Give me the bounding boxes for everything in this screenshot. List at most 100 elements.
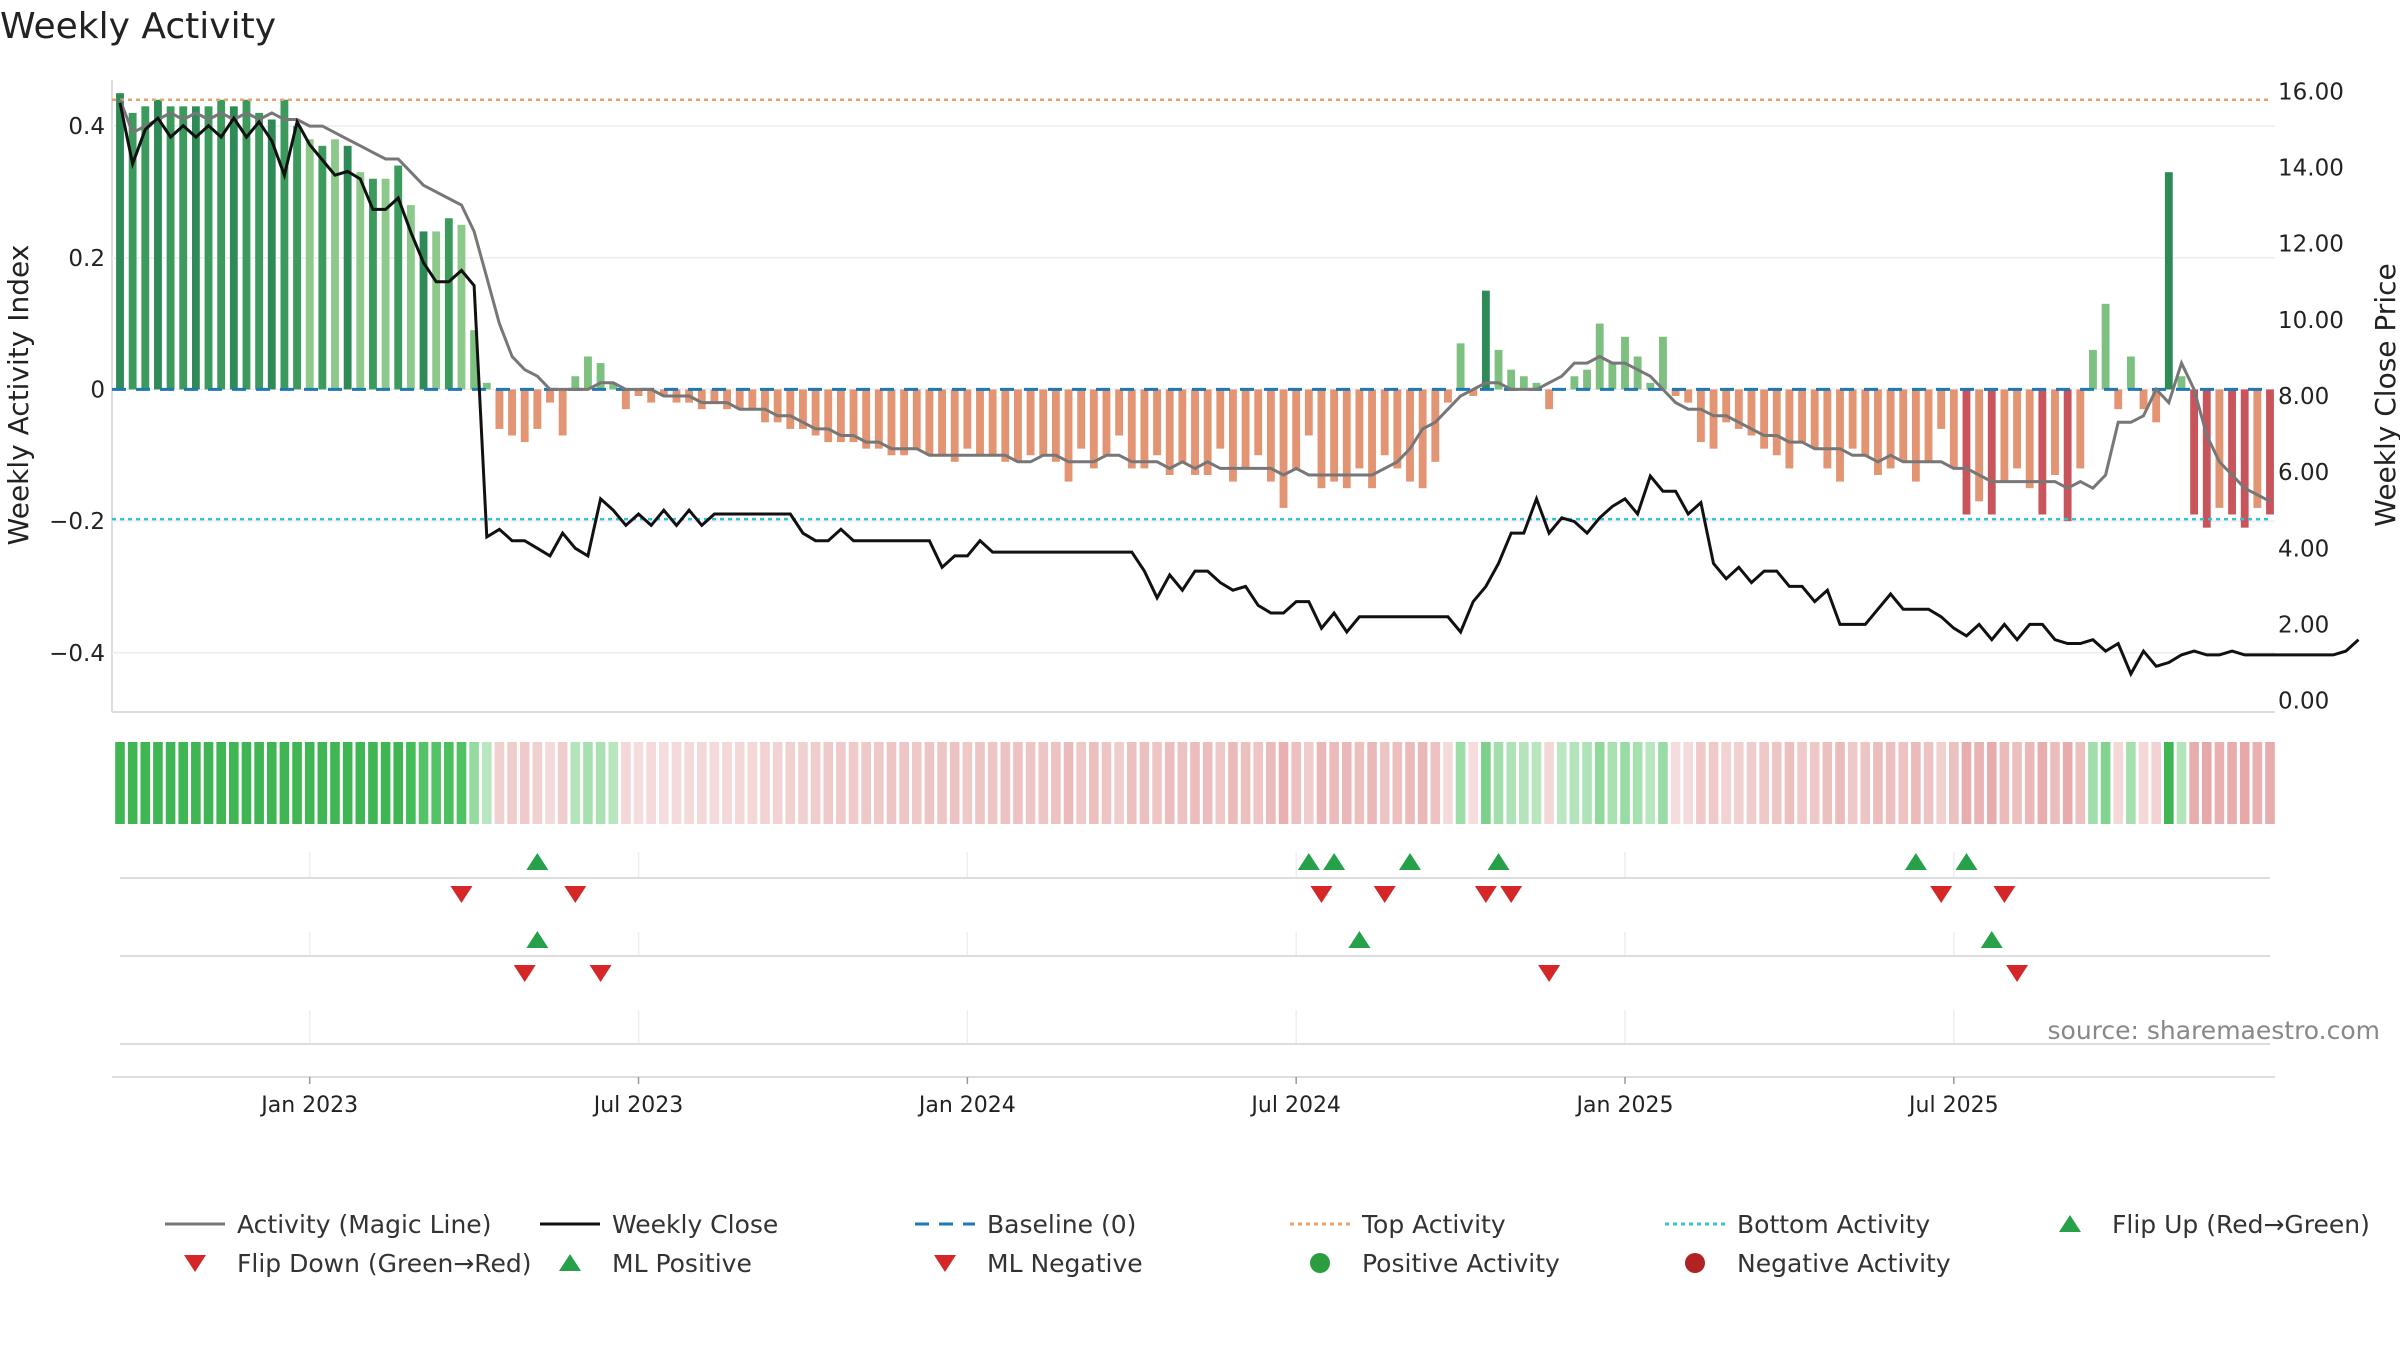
activity-bar (1519, 376, 1528, 390)
activity-bar (2051, 389, 2059, 475)
activity-bar (267, 119, 276, 390)
activity-bar (1077, 389, 1086, 449)
strip-cell (899, 742, 909, 824)
activity-bar (293, 126, 301, 390)
activity-bar (773, 389, 782, 423)
strip-cell (1139, 742, 1150, 824)
activity-bar (786, 389, 795, 429)
strip-cell (355, 742, 366, 824)
activity-bar (1874, 389, 1882, 475)
activity-bar (1469, 389, 1478, 396)
strip-cell (1594, 742, 1605, 824)
strip-cell (760, 742, 770, 824)
strip-cell (1721, 742, 1731, 824)
strip-cell (874, 742, 884, 824)
activity-bar (874, 389, 883, 449)
strip-cell (1759, 742, 1769, 824)
activity-bar (305, 139, 314, 390)
activity-bar (2240, 389, 2249, 528)
activity-bar (533, 389, 542, 429)
strip-cell (431, 742, 441, 824)
strip-cell (1038, 742, 1049, 824)
activity-bar (2202, 389, 2211, 528)
activity-bar (1064, 389, 1073, 482)
strip-cell (1620, 742, 1630, 824)
activity-bar (154, 99, 162, 390)
legend-label: Positive Activity (1362, 1249, 1560, 1278)
activity-bar (609, 382, 618, 390)
activity-bar (887, 389, 896, 456)
activity-bar (2152, 389, 2161, 423)
activity-bar (2089, 349, 2097, 390)
ml-negative-marker (513, 965, 536, 982)
strip-cell (1771, 742, 1782, 824)
activity-bar (1304, 389, 1313, 436)
legend-circle-icon (1685, 1253, 1705, 1273)
activity-bar (647, 389, 656, 403)
magic-line (118, 99, 2271, 503)
date-tick-label: Jul 2024 (1249, 1093, 1341, 1118)
strip-cell (507, 742, 517, 824)
strip-cell (1847, 742, 1858, 824)
activity-bar (191, 106, 200, 390)
strip-cell (1645, 742, 1656, 824)
y-tick-label: −0.2 (49, 509, 105, 535)
strip-cell (1911, 742, 1921, 824)
strip-cell (1632, 742, 1643, 824)
strip-cell (633, 742, 644, 824)
y-tick-label: −0.4 (49, 641, 105, 667)
activity-bar (1937, 389, 1946, 429)
strip-cell (937, 742, 947, 824)
activity-bar (394, 165, 403, 390)
activity-bar (444, 218, 453, 390)
ml-negative-marker (589, 965, 612, 982)
strip-cell (254, 742, 264, 824)
strip-cell (1734, 742, 1744, 824)
date-tick-label: Jul 2025 (1907, 1093, 1999, 1118)
activity-bar (1659, 336, 1667, 390)
legend-label: Flip Down (Green→Red) (237, 1249, 532, 1278)
strip-cell (1354, 742, 1365, 824)
strip-cell (418, 742, 429, 824)
activity-bar (495, 389, 504, 429)
legend-item: Flip Up (Red→Green) (2059, 1210, 2370, 1239)
strip-cell (1164, 742, 1175, 824)
activity-bar (2177, 376, 2186, 390)
chart-title: Weekly Activity (0, 6, 276, 47)
activity-bar (356, 172, 365, 390)
activity-bar (470, 330, 479, 390)
strip-cell (1329, 742, 1339, 824)
strip-cell (2037, 742, 2048, 824)
strip-cell (1974, 742, 1984, 824)
strip-cell (1101, 742, 1112, 824)
legend-triangle-up-icon (559, 1254, 581, 1271)
legend-triangle-down-icon (184, 1255, 206, 1272)
strip-cell (747, 742, 758, 824)
activity-bar (1696, 389, 1705, 443)
activity-bar (280, 99, 289, 390)
activity-bar (2076, 389, 2085, 469)
y2-tick-label: 4.00 (2278, 536, 2329, 562)
strip-cell (2176, 742, 2187, 824)
strip-cell (1961, 742, 1972, 824)
activity-bar (862, 389, 871, 449)
activity-bar (1418, 389, 1427, 489)
strip-cell (1215, 742, 1226, 824)
legend-label: ML Positive (612, 1249, 752, 1278)
strip-cell (646, 742, 656, 824)
activity-bar (381, 178, 390, 390)
activity-bar (1266, 389, 1275, 482)
activity-bar (836, 389, 845, 443)
activity-bar (938, 389, 946, 456)
y2-tick-label: 16.00 (2278, 79, 2344, 105)
date-tick-label: Jan 2023 (259, 1093, 358, 1118)
activity-bar (331, 139, 339, 390)
activity-bar (217, 99, 226, 390)
flip-up-marker (1323, 853, 1346, 870)
signal-panels (112, 852, 2275, 1078)
activity-bar (634, 389, 643, 396)
strip-cell (696, 742, 707, 824)
strip-cell (2151, 742, 2161, 824)
source-note: source: sharemaestro.com (2048, 1016, 2381, 1045)
strip-cell (241, 742, 252, 824)
